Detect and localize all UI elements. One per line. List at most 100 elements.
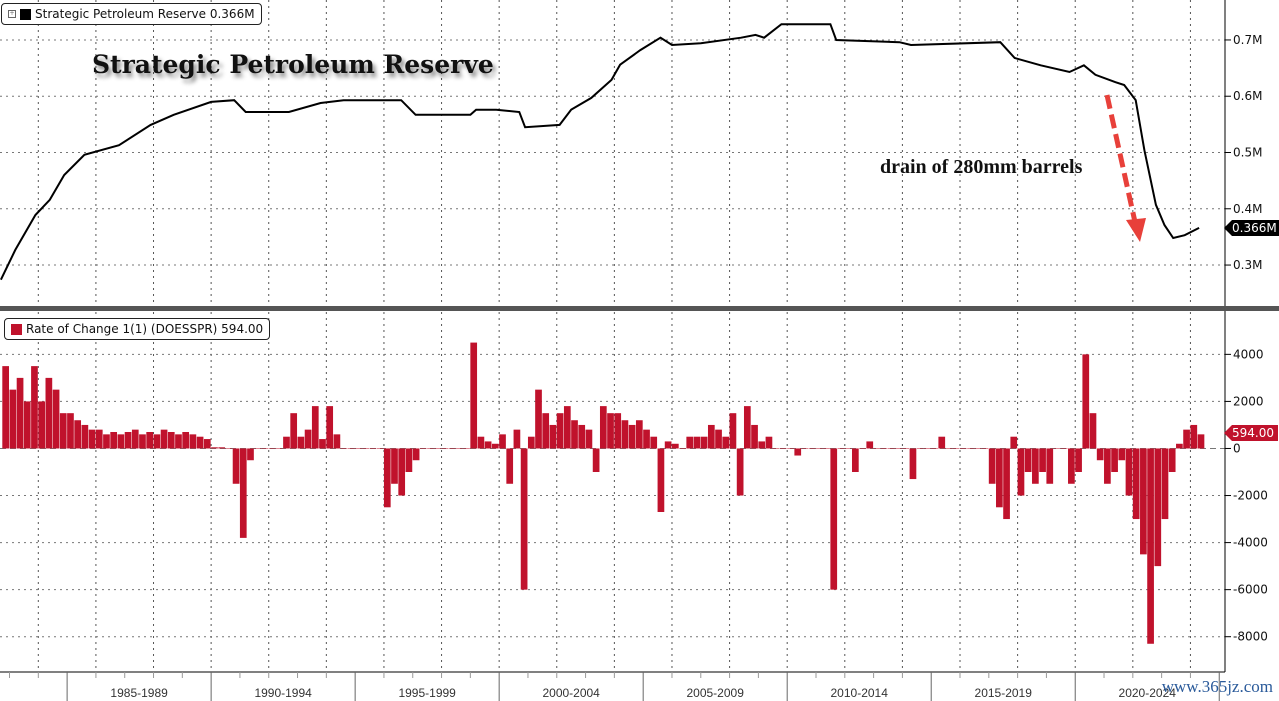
x-period-label: 2015-2019: [975, 686, 1033, 700]
roc-bar: [1053, 448, 1061, 449]
roc-bar: [981, 448, 989, 449]
spr-line: [0, 23, 1200, 281]
roc-bar: [153, 434, 161, 449]
roc-bar: [470, 342, 478, 449]
roc-bar: [743, 406, 751, 449]
roc-bar: [664, 441, 672, 449]
y-tick-label-bottom: 4000: [1233, 347, 1264, 361]
roc-bar: [830, 448, 838, 590]
x-period-label: 2000-2004: [542, 686, 600, 700]
roc-bar: [1039, 448, 1046, 472]
roc-bar: [376, 448, 384, 449]
roc-bar: [477, 436, 485, 449]
roc-bar: [1118, 448, 1126, 461]
x-period-label: 2010-2014: [831, 686, 889, 700]
roc-bar: [45, 377, 53, 449]
roc-bar: [1176, 443, 1183, 449]
roc-bar: [139, 434, 146, 449]
roc-bar: [1125, 448, 1133, 496]
roc-bar: [693, 436, 701, 449]
roc-bar: [686, 436, 694, 449]
roc-bar: [794, 448, 802, 456]
roc-bar: [117, 434, 125, 449]
roc-bar: [95, 429, 103, 449]
roc-bar: [1183, 429, 1190, 449]
roc-bar: [196, 436, 204, 449]
roc-bar: [38, 401, 46, 449]
expand-box-icon[interactable]: +: [8, 10, 16, 18]
roc-bar: [1096, 448, 1104, 461]
roc-bar: [938, 436, 946, 449]
roc-bar: [909, 448, 917, 480]
roc-bar: [1060, 448, 1068, 449]
roc-bar: [707, 424, 715, 449]
chart-title: Strategic Petroleum Reserve: [92, 50, 494, 79]
roc-bar: [1010, 436, 1018, 449]
roc-bar: [808, 448, 816, 449]
y-tick-label-top: 0.7M: [1233, 33, 1262, 47]
top-legend[interactable]: + Strategic Petroleum Reserve 0.366M: [1, 3, 262, 25]
roc-bar: [59, 413, 67, 449]
roc-bar: [513, 429, 521, 449]
roc-bar: [1111, 448, 1118, 472]
roc-bar: [167, 432, 175, 449]
bottom-legend-label: Rate of Change 1(1) (DOESSPR) 594.00: [26, 322, 264, 336]
roc-bar: [398, 448, 406, 496]
roc-bar: [463, 448, 470, 449]
roc-bar: [873, 448, 881, 449]
roc-bar: [268, 448, 276, 449]
roc-bar: [1003, 448, 1010, 520]
y-tick-label-bottom: -8000: [1233, 630, 1268, 644]
roc-bar: [1168, 448, 1176, 472]
roc-bar: [736, 448, 744, 496]
x-period-label: 2020-2024: [1119, 686, 1177, 700]
roc-bar: [599, 406, 607, 449]
roc-bar: [1024, 448, 1032, 472]
roc-bar: [239, 448, 247, 538]
roc-bar: [578, 424, 586, 449]
legend-swatch-black: [20, 8, 31, 20]
y-tick-label-bottom: -2000: [1233, 489, 1268, 503]
roc-bar: [837, 448, 845, 449]
roc-bar: [859, 448, 866, 449]
roc-bar: [175, 434, 182, 449]
x-period-label: 1995-1999: [398, 686, 456, 700]
roc-bar: [787, 448, 794, 449]
roc-bar: [110, 432, 118, 449]
y-tick-label-bottom: 0: [1233, 441, 1241, 455]
roc-bar: [9, 389, 17, 449]
roc-bar: [772, 448, 780, 449]
roc-bar: [556, 413, 564, 449]
roc-bar: [996, 448, 1003, 508]
roc-bar: [88, 429, 96, 449]
roc-bar: [1190, 424, 1198, 449]
bottom-legend[interactable]: Rate of Change 1(1) (DOESSPR) 594.00: [4, 318, 271, 340]
roc-bar: [520, 448, 528, 590]
roc-bar: [988, 448, 996, 484]
roc-bar: [643, 429, 650, 449]
roc-bar: [700, 436, 708, 449]
top-legend-label: Strategic Petroleum Reserve 0.366M: [35, 7, 255, 21]
roc-bar: [1017, 448, 1025, 496]
roc-bar: [815, 448, 823, 449]
roc-bar: [679, 448, 686, 449]
roc-bar: [880, 448, 888, 449]
roc-bar: [1132, 448, 1140, 520]
roc-bar: [722, 436, 730, 449]
roc-bar: [484, 441, 492, 449]
roc-bar: [866, 441, 874, 449]
roc-bar: [355, 448, 362, 449]
roc-bar: [671, 443, 679, 449]
drain-arrow-shaft: [1104, 94, 1138, 223]
roc-bar: [506, 448, 514, 484]
roc-bar: [499, 434, 506, 449]
roc-bar: [779, 448, 787, 449]
last-value-bottom-tag: 594.00: [1224, 425, 1278, 441]
y-tick-label-top: 0.5M: [1233, 146, 1262, 160]
roc-bar: [304, 429, 312, 449]
roc-bar: [888, 448, 895, 449]
roc-bar: [1140, 448, 1147, 555]
roc-bar: [333, 434, 341, 449]
roc-bar: [362, 448, 370, 449]
roc-bar: [549, 424, 557, 449]
